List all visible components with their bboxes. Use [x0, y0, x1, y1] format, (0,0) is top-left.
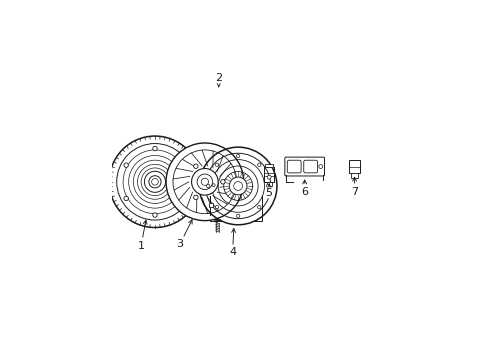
- Circle shape: [267, 175, 270, 179]
- Circle shape: [215, 206, 218, 209]
- Bar: [265, 164, 272, 167]
- Circle shape: [144, 171, 165, 192]
- Circle shape: [197, 174, 212, 190]
- Text: 3: 3: [176, 220, 192, 249]
- Circle shape: [109, 136, 200, 228]
- Circle shape: [193, 195, 198, 200]
- Circle shape: [229, 177, 246, 195]
- Circle shape: [191, 168, 218, 195]
- FancyBboxPatch shape: [285, 157, 324, 176]
- FancyBboxPatch shape: [286, 160, 301, 173]
- Circle shape: [201, 178, 208, 185]
- Bar: [264, 167, 274, 183]
- Text: 6: 6: [301, 180, 307, 197]
- Bar: [266, 183, 271, 185]
- Text: 1: 1: [137, 220, 147, 251]
- Circle shape: [166, 143, 243, 221]
- Circle shape: [199, 147, 276, 225]
- Text: 4: 4: [228, 229, 236, 257]
- Circle shape: [266, 184, 269, 188]
- Circle shape: [215, 163, 218, 166]
- FancyBboxPatch shape: [303, 160, 317, 173]
- Circle shape: [152, 146, 157, 151]
- Circle shape: [206, 184, 209, 188]
- Text: 2: 2: [215, 73, 222, 87]
- Circle shape: [123, 163, 128, 167]
- Polygon shape: [208, 203, 213, 207]
- Bar: [350, 173, 358, 178]
- Circle shape: [181, 196, 185, 201]
- Circle shape: [148, 176, 161, 188]
- Circle shape: [123, 196, 128, 201]
- Circle shape: [233, 181, 242, 190]
- Polygon shape: [210, 215, 261, 221]
- Bar: [348, 160, 359, 173]
- Circle shape: [257, 206, 261, 209]
- Text: 7: 7: [350, 177, 357, 197]
- Circle shape: [193, 164, 198, 168]
- Circle shape: [318, 165, 322, 168]
- Circle shape: [257, 163, 261, 166]
- Circle shape: [236, 214, 239, 217]
- Circle shape: [152, 213, 157, 217]
- Circle shape: [236, 154, 239, 158]
- Circle shape: [181, 163, 185, 167]
- Circle shape: [151, 179, 158, 185]
- Circle shape: [212, 184, 215, 186]
- Text: 5: 5: [265, 184, 272, 198]
- Circle shape: [224, 172, 252, 201]
- Circle shape: [220, 180, 224, 184]
